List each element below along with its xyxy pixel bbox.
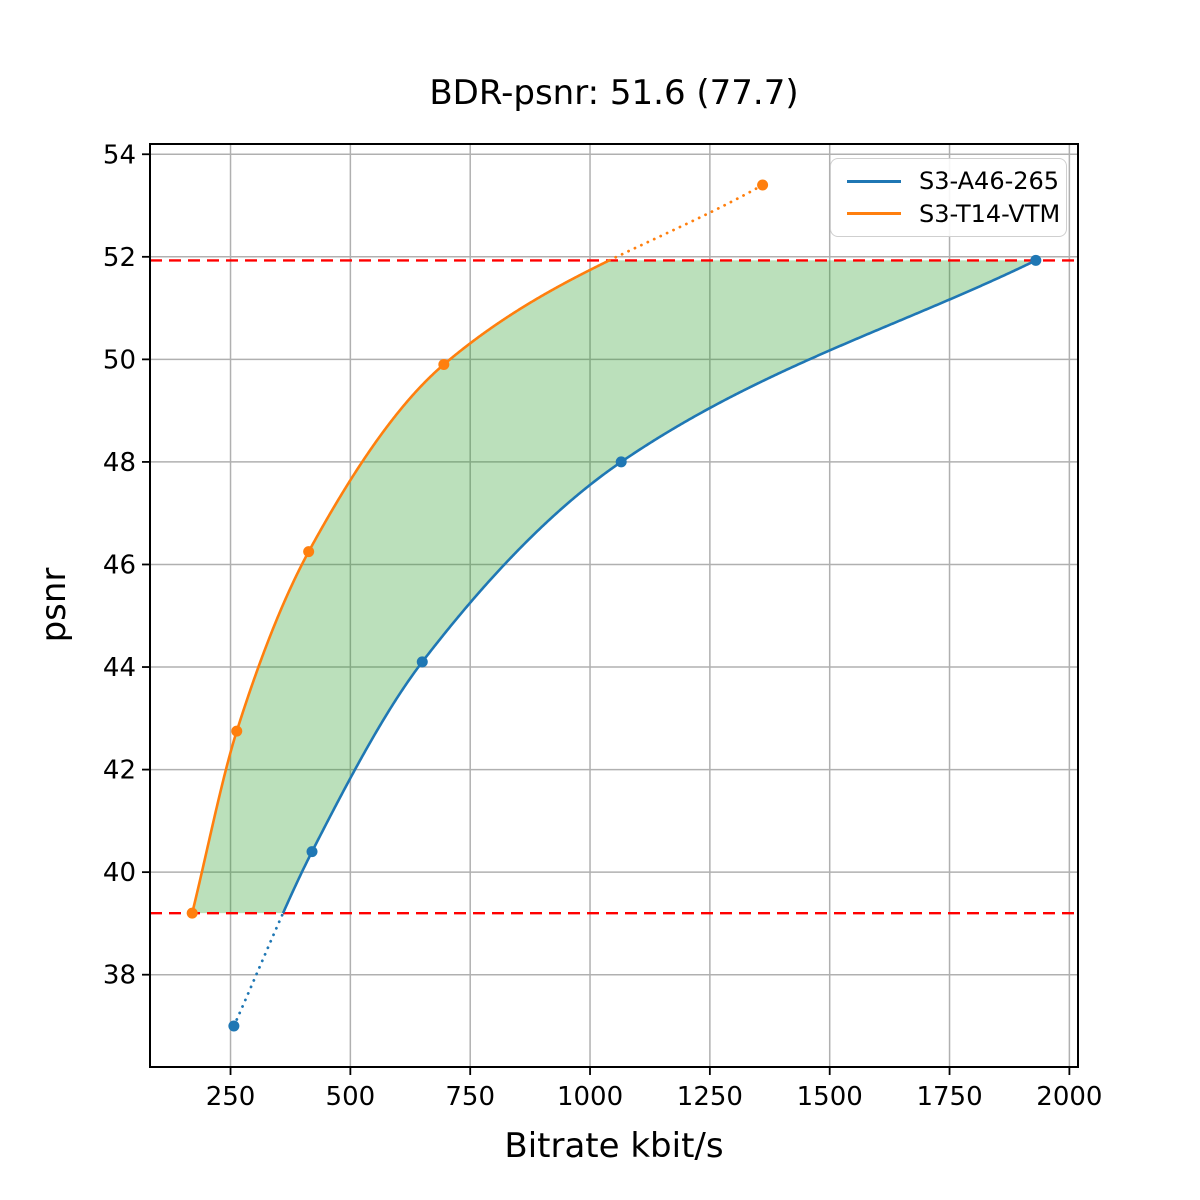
x-tick-label: 2000 — [1036, 1082, 1102, 1112]
legend-label: S3-T14-VTM — [919, 199, 1061, 228]
data-point-S3-A46-265 — [416, 656, 428, 668]
y-tick-label: 44 — [103, 653, 136, 683]
series-line-S3-T14-VTM — [190, 259, 610, 914]
series-dotted-S3-A46-265 — [232, 911, 285, 1028]
x-axis-label: Bitrate kbit/s — [504, 1126, 724, 1166]
data-point-S3-T14-VTM — [186, 907, 198, 919]
legend-item: S3-A46-265 — [841, 167, 1060, 196]
series-line-S3-A46-265 — [281, 259, 1037, 915]
data-point-S3-T14-VTM — [231, 725, 243, 737]
data-point-S3-A46-265 — [1030, 254, 1042, 266]
data-point-S3-T14-VTM — [757, 179, 769, 191]
y-tick-label: 48 — [103, 448, 136, 478]
y-tick-label: 46 — [103, 550, 136, 580]
data-point-S3-T14-VTM — [303, 546, 315, 558]
x-tick-label: 750 — [445, 1082, 495, 1112]
y-tick-label: 52 — [103, 243, 136, 273]
x-tick-label: 1750 — [916, 1082, 982, 1112]
legend-line-swatch — [847, 179, 901, 183]
y-tick-label: 50 — [103, 345, 136, 375]
y-tick-label: 40 — [103, 858, 136, 888]
y-tick-label: 54 — [103, 140, 136, 170]
series-dotted-S3-T14-VTM — [607, 183, 764, 262]
data-point-S3-A46-265 — [615, 456, 627, 468]
data-point-S3-A46-265 — [228, 1020, 240, 1032]
x-tick-label: 1500 — [797, 1082, 863, 1112]
legend-line-swatch — [847, 212, 901, 216]
x-tick-label: 1000 — [557, 1082, 623, 1112]
y-tick-label: 38 — [103, 961, 136, 991]
plot-border — [149, 143, 1079, 1068]
legend: S3-A46-265 S3-T14-VTM — [830, 158, 1067, 237]
x-tick-label: 500 — [326, 1082, 376, 1112]
chart-title: BDR-psnr: 51.6 (77.7) — [429, 73, 799, 113]
data-point-S3-A46-265 — [306, 846, 318, 858]
bd-shaded-region — [192, 260, 1036, 914]
x-tick-label: 1250 — [677, 1082, 743, 1112]
legend-item: S3-T14-VTM — [841, 200, 1060, 228]
legend-label: S3-A46-265 — [919, 167, 1060, 196]
x-tick-label: 250 — [206, 1082, 256, 1112]
data-point-S3-T14-VTM — [438, 358, 450, 370]
y-tick-label: 42 — [103, 756, 136, 786]
